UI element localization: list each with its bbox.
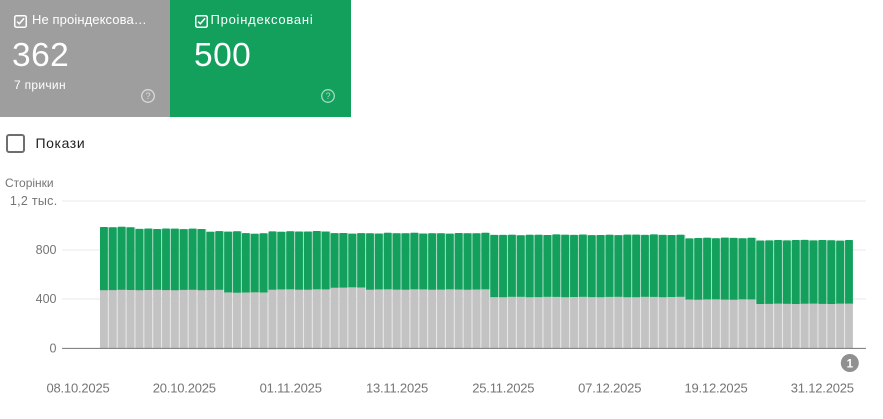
svg-text:07.12.2025: 07.12.2025 (578, 381, 641, 396)
svg-text:?: ? (145, 91, 150, 101)
svg-text:Сторінки: Сторінки (5, 176, 54, 190)
svg-text:13.11.2025: 13.11.2025 (366, 381, 428, 396)
svg-text:31.12.2025: 31.12.2025 (791, 381, 854, 396)
svg-text:400: 400 (36, 292, 57, 306)
svg-text:1: 1 (847, 358, 854, 370)
svg-text:25.11.2025: 25.11.2025 (472, 381, 534, 396)
svg-text:?: ? (325, 91, 330, 101)
svg-text:800: 800 (36, 243, 57, 257)
svg-text:0: 0 (50, 342, 57, 356)
svg-text:08.10.2025: 08.10.2025 (46, 381, 109, 396)
svg-text:1,2 тыс.: 1,2 тыс. (10, 194, 58, 208)
svg-text:19.12.2025: 19.12.2025 (684, 381, 747, 396)
svg-text:20.10.2025: 20.10.2025 (153, 381, 216, 396)
svg-text:01.11.2025: 01.11.2025 (260, 381, 322, 396)
